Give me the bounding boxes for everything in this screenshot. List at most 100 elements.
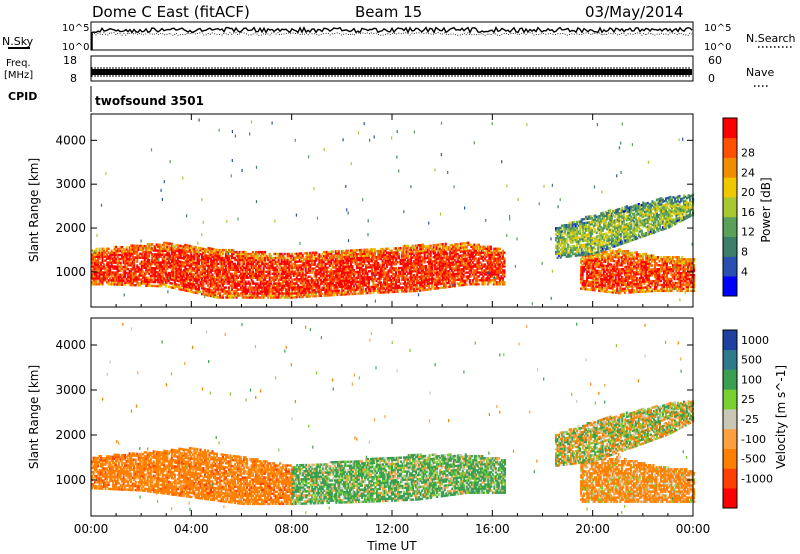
echo-cell [169,274,172,277]
echo-cell [458,284,461,287]
echo-cell [298,258,301,261]
echo-cell [103,265,106,268]
echo-cell [270,280,273,283]
echo-cell [244,256,247,260]
echo-cell [271,296,274,299]
echo-cell [417,271,420,275]
echo-cell [294,282,297,285]
echo-cell [241,274,244,277]
echo-cell [262,258,265,262]
echo-cell [122,250,125,253]
echo-cell [390,279,393,282]
echo-cell [142,262,145,265]
echo-cell [304,277,307,281]
echo-cell [373,267,376,271]
echo-cell [352,290,355,294]
echo-cell [462,279,465,283]
echo-cell [467,243,470,246]
echo-cell [218,284,221,287]
echo-cell [91,265,94,268]
echo-cell [446,258,449,261]
echo-cell [214,256,217,259]
echo-cell [381,263,384,266]
echo-cell [358,266,361,270]
echo-cell [446,278,449,281]
echo-cell [449,255,452,259]
echo-cell [145,282,148,285]
echo-cell [208,270,211,274]
echo-cell [446,266,449,269]
echo-cell [211,285,214,288]
echo-cell [328,290,331,293]
echo-cell [461,244,464,247]
echo-cell [185,273,188,277]
echo-cell [184,283,187,286]
echo-cell [264,270,267,273]
echo-cell [181,249,184,252]
echo-cell [416,258,419,261]
echo-cell [343,283,346,286]
echo-cell [298,287,301,291]
echo-cell [94,251,97,254]
echo-cell [187,264,190,267]
echo-cell [337,267,340,271]
echo-cell [393,288,396,292]
echo-cell [321,288,324,291]
echo-cell [234,250,237,254]
echo-cell [253,252,256,256]
echo-cell [328,278,331,281]
echo-cell [154,261,157,264]
echo-cell [301,260,304,263]
echo-cell [185,244,188,247]
echo-cell [145,270,148,273]
echo-cell [292,262,295,265]
echo-cell [497,247,500,250]
echo-cell [392,273,395,276]
echo-cell [217,284,220,287]
echo-cell [413,254,416,257]
echo-cell [194,271,197,275]
echo-cell [485,255,488,258]
echo-cell [380,287,383,290]
echo-cell [181,257,184,260]
echo-cell [486,273,489,276]
echo-cell [125,279,128,283]
echo-cell [346,281,349,284]
echo-cell [157,267,160,270]
echo-cell [212,252,215,255]
echo-cell [479,251,482,254]
echo-cell [231,276,234,279]
echo-cell [255,256,258,260]
echo-cell [250,294,253,297]
echo-cell [386,257,389,260]
echo-cell [231,248,234,252]
echo-cell [411,262,414,265]
echo-cell [310,253,313,257]
echo-cell [234,282,237,285]
echo-cell [416,281,419,285]
echo-cell [277,284,280,287]
echo-cell [375,265,378,269]
echo-cell [319,270,322,274]
echo-cell [169,282,172,285]
echo-cell [116,263,119,266]
echo-cell [286,288,289,291]
echo-cell [247,288,250,291]
echo-cell [187,250,190,253]
echo-cell [494,251,497,254]
echo-cell [497,281,500,284]
echo-cell [170,250,173,254]
echo-cell [122,275,125,279]
echo-cell [179,274,182,277]
echo-cell [321,266,324,270]
echo-cell [473,265,476,268]
echo-cell [419,253,422,257]
echo-cell [176,258,179,261]
echo-cell [218,292,221,295]
echo-cell [349,257,352,260]
echo-cell [404,290,407,293]
echo-cell [372,291,375,294]
echo-cell [139,272,142,275]
echo-cell [444,256,447,259]
echo-cell [367,254,370,257]
